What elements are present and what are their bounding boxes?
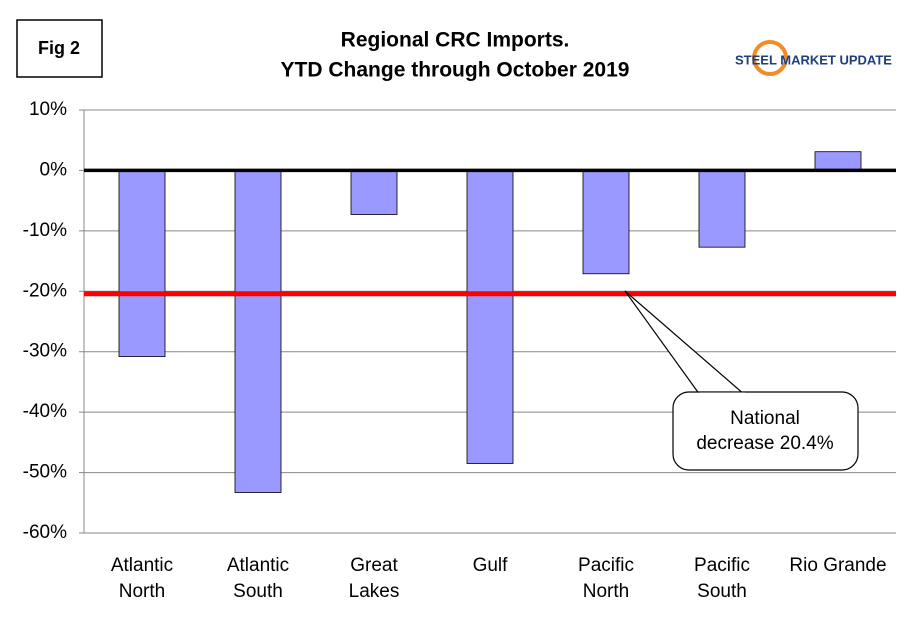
figure-label: Fig 2	[38, 38, 80, 58]
chart-subtitle: YTD Change through October 2019	[281, 59, 630, 82]
annotation-line: decrease 20.4%	[696, 433, 833, 454]
x-tick-label: Pacific North	[578, 555, 634, 602]
x-tick-label: Great Lakes	[348, 555, 400, 602]
y-tick-label: -10%	[23, 220, 67, 241]
callout-box	[672, 391, 859, 471]
bar	[698, 170, 746, 248]
y-tick-label: 10%	[29, 99, 67, 120]
chart-title: Regional CRC Imports.	[341, 29, 570, 52]
bar	[350, 170, 398, 215]
x-tick-label: Gulf	[472, 555, 508, 576]
bar	[814, 151, 862, 171]
logo-text: STEEL MARKET UPDATE	[735, 52, 892, 67]
logo-swoosh	[752, 40, 788, 76]
figure-box	[16, 19, 103, 78]
y-tick-label: 0%	[40, 159, 68, 180]
x-tick-label: Atlantic North	[110, 555, 174, 602]
callout-pointer	[624, 290, 747, 396]
y-tick-label: -60%	[23, 522, 67, 543]
annotation-line: National	[730, 408, 800, 429]
x-tick-label: Pacific South	[694, 555, 750, 602]
bar	[234, 170, 282, 493]
y-tick-label: -30%	[23, 341, 67, 362]
x-tick-label: Rio Grande	[789, 555, 887, 576]
bar	[582, 170, 630, 275]
bar	[466, 170, 514, 464]
x-tick-label: Atlantic South	[226, 555, 290, 602]
bar	[118, 170, 166, 357]
y-tick-label: -20%	[23, 280, 67, 301]
y-tick-label: -50%	[23, 462, 67, 483]
y-tick-label: -40%	[23, 401, 67, 422]
